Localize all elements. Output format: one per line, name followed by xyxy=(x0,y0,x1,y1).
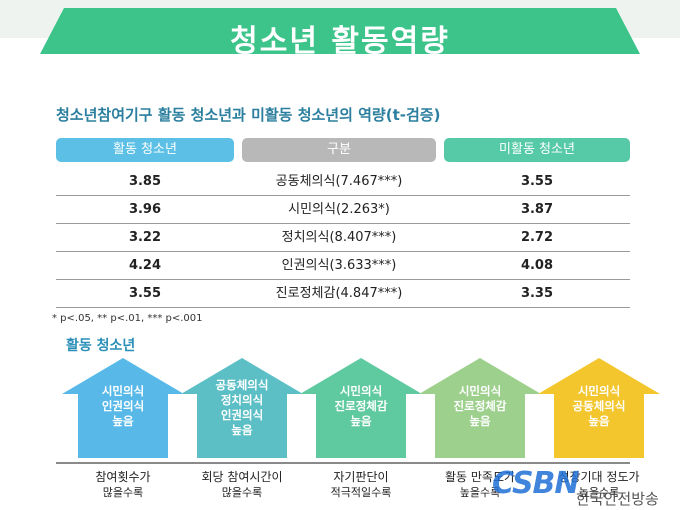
condition-text: 활동 만족도가 높을수록 xyxy=(444,470,516,499)
table-row: 3.22 정치의식(8.407***) 2.72 xyxy=(56,224,630,252)
cell-inactive: 2.72 xyxy=(520,230,554,245)
broadcaster-watermark: CSBN 한국안전방송 xyxy=(492,466,680,510)
header-active-youth: 활동 청소년 xyxy=(56,138,234,162)
title-banner: 청소년 활동역량 xyxy=(40,8,640,54)
cell-active: 3.22 xyxy=(128,230,162,245)
table-caption: 청소년참여기구 활동 청소년과 미활동 청소년의 역량(t-검증) xyxy=(56,106,441,124)
up-arrow-icon: 시민의식 공동체의식 높음 xyxy=(538,358,660,458)
table-body: 3.85 공동체의식(7.467***) 3.55 3.96 시민의식(2.26… xyxy=(56,168,630,308)
cell-inactive: 3.55 xyxy=(520,174,554,189)
cell-active: 3.85 xyxy=(128,174,162,189)
table-row: 3.55 진로정체감(4.847***) 3.35 xyxy=(56,280,630,308)
page-title: 청소년 활동역량 xyxy=(230,24,450,59)
header-inactive-youth: 미활동 청소년 xyxy=(444,138,630,162)
condition-text: 회당 참여시간이 많을수록 xyxy=(201,470,283,499)
cell-category: 정치의식(8.407***) xyxy=(281,230,397,245)
arrow-label: 시민의식 공동체의식 높음 xyxy=(572,384,626,428)
cell-category: 진로정체감(4.847***) xyxy=(275,286,403,301)
csbn-logo: CSBN xyxy=(492,466,580,501)
cell-category: 공동체의식(7.467***) xyxy=(275,174,403,189)
arrow-label: 시민의식 진로정체감 높음 xyxy=(334,384,388,428)
table-row: 3.85 공동체의식(7.467***) 3.55 xyxy=(56,168,630,196)
divider xyxy=(56,462,630,464)
table-row: 4.24 인권의식(3.633***) 4.08 xyxy=(56,252,630,280)
cell-active: 3.55 xyxy=(128,286,162,301)
arrow-label: 시민의식 인권의식 높음 xyxy=(101,384,145,428)
up-arrow-icon: 시민의식 진로정체감 높음 xyxy=(300,358,422,458)
condition-text: 성장기대 정도가 높을수록 xyxy=(558,470,640,499)
cell-inactive: 3.35 xyxy=(520,286,554,301)
watermark-text: 한국안전방송 xyxy=(576,490,659,508)
arrow-label: 공동체의식 정치의식 인권의식 높음 xyxy=(215,378,269,437)
condition-text: 참여횟수가 많을수록 xyxy=(95,470,151,499)
cell-category: 인권의식(3.633***) xyxy=(281,258,397,273)
up-arrow-icon: 공동체의식 정치의식 인권의식 높음 xyxy=(181,358,303,458)
table-row: 3.96 시민의식(2.263*) 3.87 xyxy=(56,196,630,224)
up-arrow-icon: 시민의식 인권의식 높음 xyxy=(62,358,184,458)
condition-text: 자기판단이 적극적일수록 xyxy=(330,470,392,499)
cell-inactive: 3.87 xyxy=(520,202,554,217)
header-category: 구분 xyxy=(242,138,436,162)
up-arrow-icon: 시민의식 진로정체감 높음 xyxy=(419,358,541,458)
significance-footnote: * p<.05, ** p<.01, *** p<.001 xyxy=(52,313,203,324)
arrow-label: 시민의식 진로정체감 높음 xyxy=(453,384,507,428)
cell-category: 시민의식(2.263*) xyxy=(288,202,390,217)
cell-inactive: 4.08 xyxy=(520,258,554,273)
cell-active: 3.96 xyxy=(128,202,162,217)
cell-active: 4.24 xyxy=(128,258,162,273)
section-title: 활동 청소년 xyxy=(66,338,136,354)
